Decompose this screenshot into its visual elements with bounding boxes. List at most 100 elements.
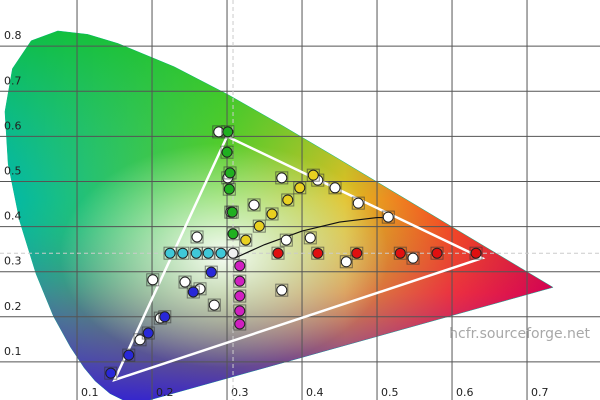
marker-frame — [233, 259, 247, 273]
point — [224, 167, 236, 179]
marker-frame — [204, 265, 218, 279]
point — [123, 349, 135, 361]
point — [205, 266, 217, 278]
point — [187, 286, 199, 298]
y-tick-label: 0.5 — [4, 164, 22, 177]
y-tick-label: 0.2 — [4, 300, 22, 313]
point — [234, 290, 246, 302]
point — [227, 247, 239, 259]
point — [190, 247, 202, 259]
marker-frame — [233, 317, 247, 331]
point — [304, 232, 316, 244]
point — [340, 256, 352, 268]
marker-frame — [233, 274, 247, 288]
point — [352, 197, 364, 209]
x-tick-label: 0.7 — [531, 386, 549, 399]
marker-frame — [430, 246, 444, 260]
marker-frame — [306, 168, 320, 182]
marker-frame — [275, 283, 289, 297]
marker-frame — [271, 246, 285, 260]
y-tick-label: 0.7 — [4, 74, 22, 87]
marker-frame — [275, 171, 289, 185]
point — [470, 247, 482, 259]
marker-frame — [133, 333, 147, 347]
marker-frame — [146, 273, 160, 287]
y-tick-label: 0.1 — [4, 345, 22, 358]
point — [248, 199, 260, 211]
marker-frame — [158, 310, 172, 324]
marker-frame — [178, 275, 192, 289]
point — [147, 274, 159, 286]
point — [234, 318, 246, 330]
locus-layer — [4, 30, 554, 400]
point — [394, 247, 406, 259]
point — [280, 234, 292, 246]
marks-layer — [104, 125, 486, 383]
point — [221, 146, 233, 158]
point — [382, 211, 394, 223]
marker-frame — [207, 298, 221, 312]
y-tick-label: 0.6 — [4, 119, 22, 132]
marker-frame — [176, 246, 190, 260]
y-tick-label: 0.3 — [4, 255, 22, 268]
marker-frame — [279, 233, 293, 247]
point — [307, 169, 319, 181]
marker-frame — [303, 231, 317, 245]
point — [294, 182, 306, 194]
marker-frame — [225, 205, 239, 219]
point — [164, 247, 176, 259]
marker-frame — [469, 246, 483, 260]
point — [215, 247, 227, 259]
point — [240, 234, 252, 246]
marker-frame — [223, 166, 237, 180]
locus-glow — [4, 30, 554, 400]
marker-frame — [350, 246, 364, 260]
marker-frame — [201, 246, 215, 260]
marker-frame — [163, 246, 177, 260]
marker-frame — [226, 227, 240, 241]
point — [202, 247, 214, 259]
marker-frame — [226, 246, 240, 260]
marker-frame — [281, 193, 295, 207]
marker-frame — [311, 246, 325, 260]
marker-frame — [233, 304, 247, 318]
marker-frame — [141, 326, 155, 340]
marker-frame — [122, 348, 136, 362]
marker-frame — [293, 181, 307, 195]
marker-frame — [339, 255, 353, 269]
point — [351, 247, 363, 259]
x-tick-label: 0.1 — [81, 386, 99, 399]
y-tick-label: 0.4 — [4, 210, 22, 223]
point — [272, 247, 284, 259]
point — [179, 276, 191, 288]
point — [253, 220, 265, 232]
marker-frame — [186, 285, 200, 299]
marker-frame — [233, 289, 247, 303]
point — [234, 305, 246, 317]
x-tick-label: 0.2 — [156, 386, 174, 399]
marker-frame — [351, 196, 365, 210]
x-tick-label: 0.5 — [381, 386, 399, 399]
locus-curve — [234, 216, 393, 259]
marker-frame — [247, 198, 261, 212]
marker-frame — [328, 181, 342, 195]
point — [142, 327, 154, 339]
point — [222, 126, 234, 138]
point — [105, 367, 117, 379]
marker-frame — [239, 233, 253, 247]
marker-frame — [190, 230, 204, 244]
point — [227, 228, 239, 240]
watermark: hcfr.sourceforge.net — [449, 326, 590, 342]
point — [431, 247, 443, 259]
marker-frame — [220, 145, 234, 159]
point — [208, 299, 220, 311]
point — [276, 284, 288, 296]
marker-frame — [104, 366, 118, 380]
y-tick-label: 0.8 — [4, 29, 22, 42]
point — [234, 260, 246, 272]
point — [191, 231, 203, 243]
point — [266, 208, 278, 220]
point — [276, 172, 288, 184]
